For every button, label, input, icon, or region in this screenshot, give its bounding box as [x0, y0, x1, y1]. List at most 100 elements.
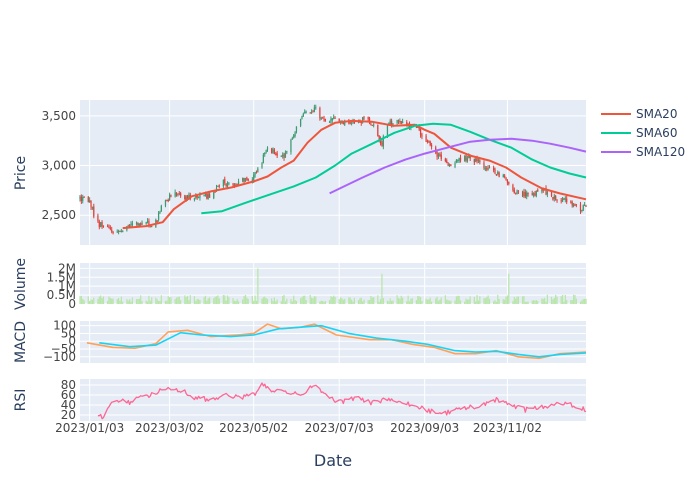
- candle-body: [109, 227, 111, 230]
- candle-body: [213, 192, 215, 199]
- candle-body: [295, 126, 298, 132]
- candle-body: [516, 190, 518, 195]
- candle-body: [119, 230, 121, 232]
- candle-body: [483, 162, 485, 169]
- candle-body: [468, 155, 470, 158]
- candle-body: [531, 193, 533, 196]
- volume-bar: [363, 299, 365, 304]
- volume-bar: [149, 300, 151, 304]
- volume-bar: [178, 296, 180, 304]
- candle-body: [265, 149, 267, 153]
- volume-bar: [504, 299, 506, 304]
- volume-bar: [561, 294, 564, 304]
- candle-body: [275, 153, 277, 155]
- volume-axis-label: Volume: [13, 258, 29, 310]
- candle-body: [382, 136, 384, 147]
- legend: SMA20 SMA60 SMA120: [601, 107, 685, 159]
- volume-bar: [106, 301, 109, 304]
- x-tick-label: 2023/11/02: [473, 421, 542, 435]
- candle-body: [328, 121, 331, 123]
- candle-body: [497, 171, 499, 175]
- volume-bar: [390, 300, 393, 304]
- volume-bar: [359, 298, 361, 304]
- volume-bar: [428, 299, 430, 304]
- candle-body: [299, 119, 302, 126]
- candle-body: [582, 205, 584, 211]
- volume-bar: [535, 300, 537, 304]
- candle-body: [101, 221, 103, 227]
- volume-bar: [246, 297, 248, 304]
- candle-body: [570, 201, 572, 203]
- volume-bar: [188, 300, 190, 304]
- candle-body: [253, 174, 255, 181]
- volume-bar: [585, 298, 587, 304]
- candle-body: [386, 124, 389, 137]
- macd-y-tick-label: −50: [51, 342, 76, 356]
- candle-body: [515, 192, 517, 194]
- volume-bar: [579, 301, 582, 304]
- volume-bar: [168, 296, 171, 304]
- volume-bar: [488, 298, 491, 304]
- candle-body: [556, 199, 558, 201]
- candle-body: [293, 135, 295, 138]
- candle-body: [506, 180, 509, 183]
- candle-body: [550, 192, 553, 197]
- candle-body: [465, 155, 467, 161]
- candle-body: [156, 220, 158, 222]
- volume-bar: [493, 301, 495, 304]
- volume-bar: [417, 296, 419, 304]
- volume-bar: [389, 298, 391, 304]
- volume-bar: [208, 297, 211, 304]
- candle-body: [166, 200, 168, 202]
- volume-bar: [584, 298, 586, 304]
- volume-bar: [517, 296, 520, 304]
- volume-bar: [226, 295, 229, 304]
- candle-body: [513, 189, 515, 194]
- candle-body: [457, 159, 459, 161]
- volume-bar: [339, 297, 342, 304]
- candle-body: [425, 135, 427, 142]
- volume-bar: [102, 296, 105, 304]
- volume-bar: [90, 299, 92, 304]
- volume-bar: [360, 297, 362, 304]
- candle-body: [390, 120, 393, 125]
- macd-y-tick-label: 100: [53, 319, 76, 333]
- candle-body: [244, 178, 247, 182]
- candle-body: [330, 119, 332, 122]
- volume-bar: [89, 300, 91, 304]
- volume-bar: [454, 300, 456, 304]
- candle-body: [484, 168, 486, 170]
- volume-bar: [254, 295, 256, 304]
- legend-label-sma120: SMA120: [636, 145, 685, 159]
- volume-bar: [552, 299, 554, 304]
- candle-body: [130, 224, 132, 226]
- volume-plot-area: [80, 263, 586, 304]
- volume-bar: [495, 301, 498, 304]
- candle-body: [217, 185, 219, 187]
- candle-body: [350, 122, 353, 124]
- candle-body: [122, 231, 124, 233]
- candle-body: [396, 120, 398, 124]
- candle-body: [579, 204, 582, 212]
- volume-bar: [450, 300, 452, 304]
- candle-body: [236, 183, 238, 185]
- candle-body: [228, 182, 230, 184]
- volume-bar: [379, 299, 382, 304]
- volume-bar: [189, 295, 191, 304]
- candle-body: [504, 175, 506, 177]
- candle-body: [251, 179, 253, 181]
- volume-bar: [138, 298, 140, 304]
- candle-body: [291, 138, 293, 140]
- volume-bar: [574, 295, 576, 304]
- volume-bar: [180, 300, 182, 304]
- volume-bar: [328, 300, 331, 304]
- candle-body: [225, 184, 227, 187]
- volume-bar: [214, 296, 216, 304]
- volume-bar: [290, 299, 292, 304]
- candle-body: [498, 172, 500, 178]
- volume-bar: [368, 299, 371, 304]
- volume-bar: [166, 300, 168, 304]
- candle-body: [379, 138, 382, 144]
- candle-body: [254, 172, 256, 175]
